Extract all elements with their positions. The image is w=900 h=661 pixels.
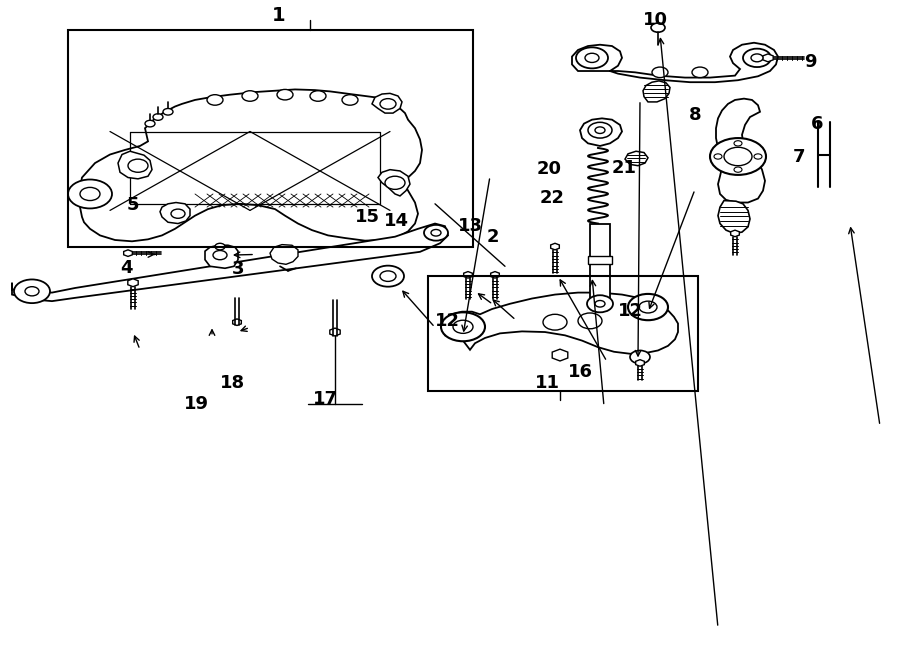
Text: 6: 6 bbox=[811, 115, 824, 133]
Circle shape bbox=[587, 295, 613, 312]
Bar bbox=[428, 276, 698, 391]
Circle shape bbox=[743, 49, 771, 67]
Text: 1: 1 bbox=[272, 6, 286, 24]
Text: 12: 12 bbox=[617, 302, 643, 320]
Circle shape bbox=[424, 225, 448, 241]
Circle shape bbox=[734, 141, 742, 146]
Text: 10: 10 bbox=[643, 11, 668, 28]
Circle shape bbox=[310, 91, 326, 101]
Circle shape bbox=[734, 167, 742, 173]
Text: 5: 5 bbox=[127, 196, 140, 214]
Polygon shape bbox=[716, 98, 765, 202]
Polygon shape bbox=[731, 230, 739, 237]
Text: 9: 9 bbox=[804, 53, 816, 71]
Circle shape bbox=[242, 91, 258, 101]
Circle shape bbox=[714, 154, 722, 159]
Circle shape bbox=[628, 294, 668, 320]
Circle shape bbox=[215, 243, 225, 250]
Polygon shape bbox=[205, 245, 238, 268]
Text: 22: 22 bbox=[539, 189, 564, 207]
Polygon shape bbox=[491, 272, 500, 278]
Circle shape bbox=[441, 312, 485, 341]
Circle shape bbox=[576, 48, 608, 68]
Circle shape bbox=[14, 280, 50, 303]
Text: 8: 8 bbox=[688, 106, 701, 124]
Text: 3: 3 bbox=[232, 260, 245, 278]
Text: 14: 14 bbox=[383, 212, 409, 230]
Circle shape bbox=[385, 176, 405, 189]
Circle shape bbox=[588, 122, 612, 138]
Circle shape bbox=[342, 95, 358, 105]
Circle shape bbox=[595, 301, 605, 307]
Circle shape bbox=[754, 154, 762, 159]
Circle shape bbox=[380, 98, 396, 109]
Text: 12: 12 bbox=[435, 312, 460, 330]
Text: 17: 17 bbox=[313, 390, 338, 408]
Circle shape bbox=[751, 54, 763, 62]
Polygon shape bbox=[118, 151, 152, 179]
Circle shape bbox=[651, 23, 665, 32]
Text: 13: 13 bbox=[458, 217, 483, 235]
Text: 18: 18 bbox=[220, 374, 245, 393]
Circle shape bbox=[585, 54, 599, 62]
Polygon shape bbox=[233, 319, 241, 325]
Circle shape bbox=[380, 271, 396, 282]
Circle shape bbox=[128, 159, 148, 173]
Polygon shape bbox=[643, 81, 670, 102]
Circle shape bbox=[80, 187, 100, 200]
Text: 2: 2 bbox=[487, 228, 500, 246]
Polygon shape bbox=[718, 200, 750, 233]
Circle shape bbox=[652, 67, 668, 77]
Polygon shape bbox=[329, 328, 340, 336]
Circle shape bbox=[213, 251, 227, 260]
Polygon shape bbox=[372, 93, 402, 113]
Circle shape bbox=[692, 67, 708, 77]
Circle shape bbox=[595, 127, 605, 134]
Circle shape bbox=[630, 350, 650, 364]
Bar bbox=[68, 30, 473, 247]
Text: 7: 7 bbox=[793, 148, 806, 167]
Circle shape bbox=[543, 314, 567, 330]
Polygon shape bbox=[442, 293, 678, 354]
Circle shape bbox=[68, 180, 112, 208]
Polygon shape bbox=[763, 54, 773, 62]
Circle shape bbox=[724, 147, 752, 166]
Text: 4: 4 bbox=[120, 258, 132, 277]
Polygon shape bbox=[12, 223, 448, 301]
Text: 15: 15 bbox=[355, 208, 380, 226]
Polygon shape bbox=[123, 250, 132, 256]
Circle shape bbox=[163, 108, 173, 115]
Text: 11: 11 bbox=[535, 374, 560, 393]
Polygon shape bbox=[625, 151, 648, 166]
Circle shape bbox=[25, 287, 39, 296]
Polygon shape bbox=[78, 89, 422, 241]
Circle shape bbox=[277, 89, 293, 100]
Bar bbox=[590, 223, 610, 303]
Polygon shape bbox=[553, 349, 568, 361]
Circle shape bbox=[431, 229, 441, 236]
Circle shape bbox=[207, 95, 223, 105]
Polygon shape bbox=[551, 243, 559, 250]
Polygon shape bbox=[160, 202, 190, 223]
Polygon shape bbox=[580, 118, 622, 146]
Circle shape bbox=[145, 120, 155, 127]
Circle shape bbox=[453, 320, 473, 333]
Polygon shape bbox=[572, 43, 778, 82]
Circle shape bbox=[710, 138, 766, 175]
Circle shape bbox=[578, 313, 602, 329]
Polygon shape bbox=[635, 360, 644, 366]
Circle shape bbox=[171, 209, 185, 218]
Text: 19: 19 bbox=[184, 395, 209, 413]
Polygon shape bbox=[270, 245, 298, 264]
Bar bbox=[588, 256, 612, 264]
Polygon shape bbox=[128, 279, 139, 287]
Circle shape bbox=[372, 266, 404, 287]
Text: 21: 21 bbox=[611, 159, 636, 176]
Circle shape bbox=[153, 114, 163, 120]
Polygon shape bbox=[464, 272, 472, 278]
Text: 16: 16 bbox=[568, 363, 593, 381]
Text: 20: 20 bbox=[536, 160, 562, 178]
Circle shape bbox=[639, 301, 657, 313]
Polygon shape bbox=[378, 170, 410, 196]
